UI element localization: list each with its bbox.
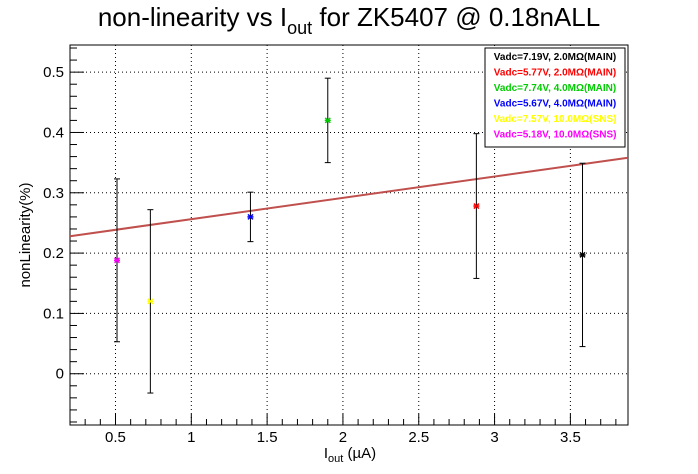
- data-points: [113, 77, 586, 394]
- y-tick-label: 0.1: [43, 305, 64, 322]
- y-tick-label: 0.4: [43, 124, 64, 141]
- x-tick-label: 1: [187, 429, 195, 446]
- y-tick-label: 0.5: [43, 64, 64, 81]
- x-tick-label: 1.5: [257, 429, 278, 446]
- x-axis-label: Iout (µA): [324, 445, 376, 465]
- legend-entry: Vadc=5.77V, 2.0MΩ(MAIN): [494, 68, 616, 79]
- legend-entry: Vadc=7.19V, 2.0MΩ(MAIN): [494, 52, 616, 63]
- data-point: [579, 251, 586, 258]
- y-axis-label: nonLinearity(%): [17, 182, 34, 287]
- x-tick-label: 2.5: [408, 429, 429, 446]
- x-tick-label: 2: [339, 429, 347, 446]
- data-point: [113, 257, 121, 264]
- y-tick-label: 0.2: [43, 245, 64, 262]
- legend-entry: Vadc=5.18V, 10.0MΩ(SNS): [494, 130, 617, 141]
- x-tick-label: 3.5: [560, 429, 581, 446]
- data-point: [247, 213, 254, 220]
- y-tick-label: 0.3: [43, 185, 64, 202]
- data-point: [147, 298, 154, 305]
- legend-entry: Vadc=7.57V, 10.0MΩ(SNS): [494, 114, 617, 125]
- legend-entry: Vadc=5.67V, 4.0MΩ(MAIN): [494, 99, 616, 110]
- legend-box: [484, 47, 626, 148]
- axis-ticks: 0.5 1 1.5 2 2.5 3 3.5 0 0.1 0.2 0.3 0.4 0.5: [43, 47, 617, 446]
- data-point: [324, 117, 331, 124]
- x-tick-label: 3: [490, 429, 498, 446]
- plot-frame: [69, 44, 629, 426]
- y-tick-label: 0: [56, 366, 64, 383]
- legend: Vadc=7.19V, 2.0MΩ(MAIN) Vadc=5.77V, 2.0MΩ…: [484, 47, 626, 148]
- chart-title: non-linearity vs Iout for ZK5407 @ 0.18n…: [97, 2, 601, 38]
- x-tick-label: 0.5: [105, 429, 126, 446]
- legend-entry: Vadc=7.74V, 4.0MΩ(MAIN): [494, 83, 616, 94]
- data-point: [473, 203, 480, 210]
- fit-line: [69, 156, 629, 238]
- fit-line-group: [69, 156, 629, 238]
